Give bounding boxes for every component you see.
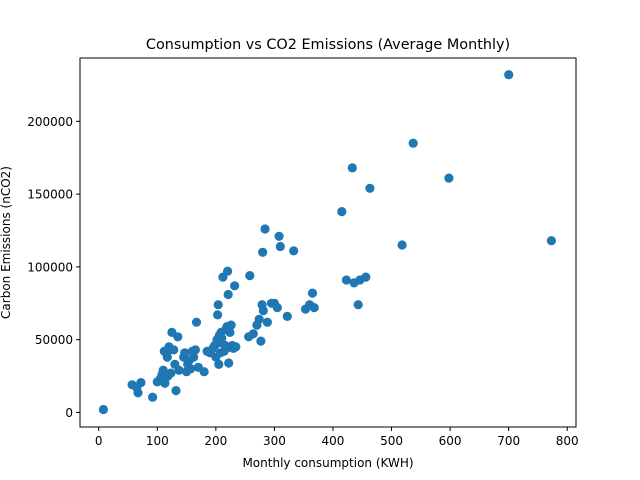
data-point [282, 311, 292, 321]
data-point [226, 320, 236, 330]
data-point [254, 314, 264, 324]
data-point [307, 288, 318, 298]
data-point [230, 281, 240, 291]
data-point [224, 358, 234, 368]
data-point [148, 392, 158, 402]
data-point [180, 348, 190, 358]
data-point [189, 352, 199, 362]
data-point [258, 306, 268, 316]
y-axis: 0 50000 100000 150000 200000 [27, 115, 80, 420]
y-tick-label: 150000 [27, 188, 73, 202]
x-tick-label: 800 [556, 434, 579, 448]
data-point [546, 236, 557, 246]
data-point [231, 342, 241, 352]
x-tick-label: 400 [322, 434, 345, 448]
data-point [166, 368, 176, 378]
data-point [133, 388, 143, 398]
x-tick-label: 500 [380, 434, 403, 448]
data-point [162, 352, 172, 362]
data-point [258, 247, 268, 257]
x-tick-label: 200 [204, 434, 227, 448]
data-point [272, 303, 282, 313]
data-point [214, 359, 224, 369]
y-tick-label: 50000 [35, 333, 73, 347]
y-axis-label: Carbon Emissions (nCO2) [0, 166, 13, 319]
data-point [98, 404, 108, 415]
data-point [353, 300, 363, 310]
data-point [173, 332, 183, 342]
data-point [136, 378, 146, 388]
data-point [190, 345, 200, 355]
data-point [225, 327, 235, 337]
chart-title: Consumption vs CO2 Emissions (Average Mo… [146, 37, 510, 53]
x-tick-label: 600 [439, 434, 462, 448]
plot-frame [79, 57, 577, 428]
data-point [289, 246, 299, 256]
data-point [174, 365, 184, 375]
data-point [217, 333, 227, 343]
data-point [309, 303, 319, 313]
data-point [408, 138, 418, 148]
data-point [444, 173, 454, 183]
data-point [199, 367, 209, 377]
data-point [256, 336, 266, 346]
data-point [186, 364, 196, 374]
data-point [245, 271, 255, 281]
y-tick-label: 0 [65, 406, 73, 420]
data-point [213, 310, 223, 320]
y-tick-label: 100000 [27, 260, 73, 274]
data-point [171, 386, 181, 396]
data-points [98, 70, 557, 415]
data-point [169, 345, 179, 355]
data-point [223, 266, 233, 276]
data-point [213, 300, 223, 310]
x-tick-label: 0 [95, 434, 103, 448]
x-axis-label: Monthly consumption (KWH) [242, 456, 413, 470]
y-tick-label: 200000 [27, 115, 73, 129]
x-tick-label: 100 [146, 434, 169, 448]
data-point [365, 183, 375, 193]
data-point [160, 378, 170, 388]
data-point [223, 289, 233, 300]
data-point [337, 207, 347, 217]
data-point [397, 240, 407, 250]
data-point [275, 241, 285, 252]
x-tick-label: 700 [497, 434, 520, 448]
data-point [341, 275, 351, 285]
data-point [361, 272, 371, 282]
x-axis: 0 100 200 300 400 500 600 700 800 [95, 427, 579, 448]
data-point [274, 231, 284, 241]
data-point [347, 163, 357, 173]
data-point [504, 70, 514, 80]
data-point [260, 224, 270, 234]
x-tick-label: 300 [263, 434, 286, 448]
data-point [248, 329, 258, 339]
data-point [191, 317, 202, 327]
data-point [262, 317, 272, 327]
